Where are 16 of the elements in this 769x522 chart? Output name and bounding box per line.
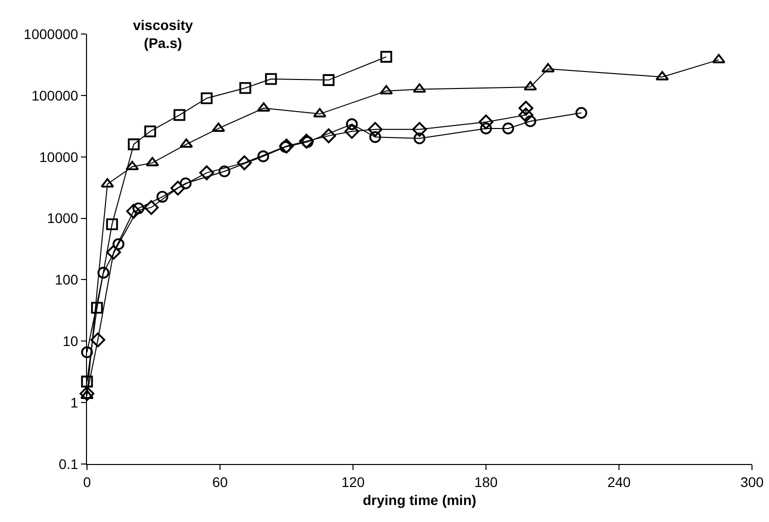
y-tick-label: 1 [70, 394, 78, 410]
y-tick-label: 10000 [39, 148, 78, 165]
x-tick-label: 0 [83, 474, 92, 490]
y-tick-label: 100000 [31, 87, 78, 104]
y-axis-title: viscosity (Pa.s) [133, 17, 194, 52]
y-tick-label: 1000000 [24, 26, 78, 42]
x-tick-label: 60 [212, 474, 228, 490]
x-tick-label: 300 [740, 474, 764, 490]
x-tick-label: 120 [341, 474, 365, 490]
x-tick-label: 240 [607, 474, 631, 490]
x-tick-label: 180 [474, 474, 498, 490]
y-tick-label: 100 [54, 272, 78, 288]
y-tick-label: 10 [62, 333, 78, 350]
y-tick-label: 1000 [47, 210, 78, 226]
y-tick-label: 0.1 [58, 456, 78, 472]
x-axis-title: drying time (min) [362, 492, 476, 508]
